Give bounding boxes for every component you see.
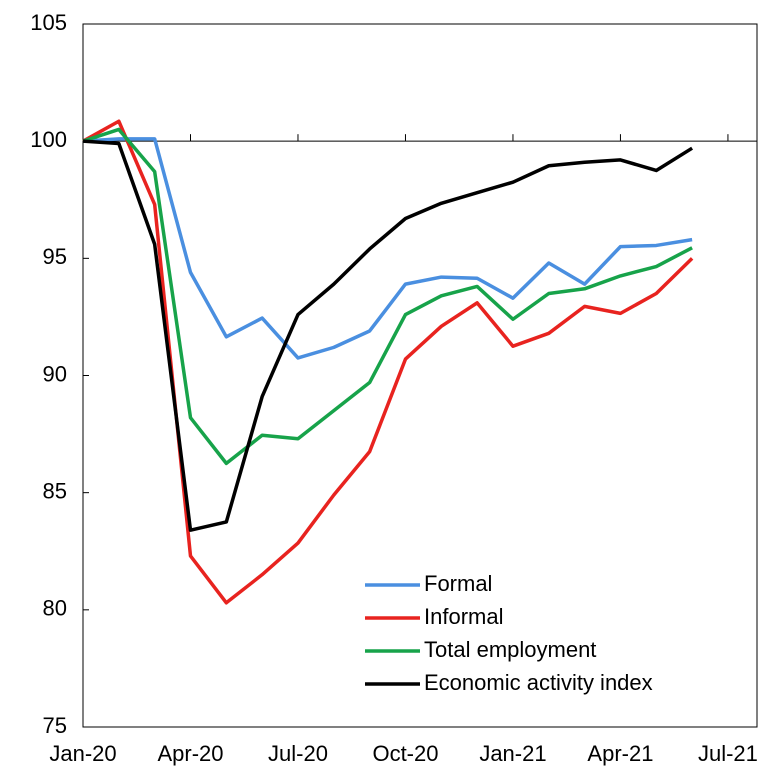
x-tick-label: Apr-21 [587, 741, 653, 766]
y-tick-label: 90 [43, 361, 67, 386]
y-tick-label: 105 [30, 10, 67, 35]
legend-label: Informal [424, 604, 503, 629]
x-tick-label: Jul-20 [268, 741, 328, 766]
series-line [82, 119, 694, 605]
legend-label: Formal [424, 571, 492, 596]
series-line [82, 139, 694, 532]
y-tick-label: 75 [43, 713, 67, 738]
y-tick-label: 100 [30, 127, 67, 152]
y-tick-label: 80 [43, 596, 67, 621]
legend-label: Economic activity index [424, 670, 653, 695]
y-tick-label: 85 [43, 478, 67, 503]
x-tick-label: Jan-21 [479, 741, 546, 766]
series-line [82, 127, 693, 466]
x-tick-label: Oct-20 [372, 741, 438, 766]
x-tick-label: Jul-21 [698, 741, 758, 766]
series-line [82, 137, 693, 360]
y-tick-label: 95 [43, 244, 67, 269]
legend-label: Total employment [424, 637, 596, 662]
x-tick-label: Jan-20 [49, 741, 116, 766]
x-tick-label: Apr-20 [157, 741, 223, 766]
